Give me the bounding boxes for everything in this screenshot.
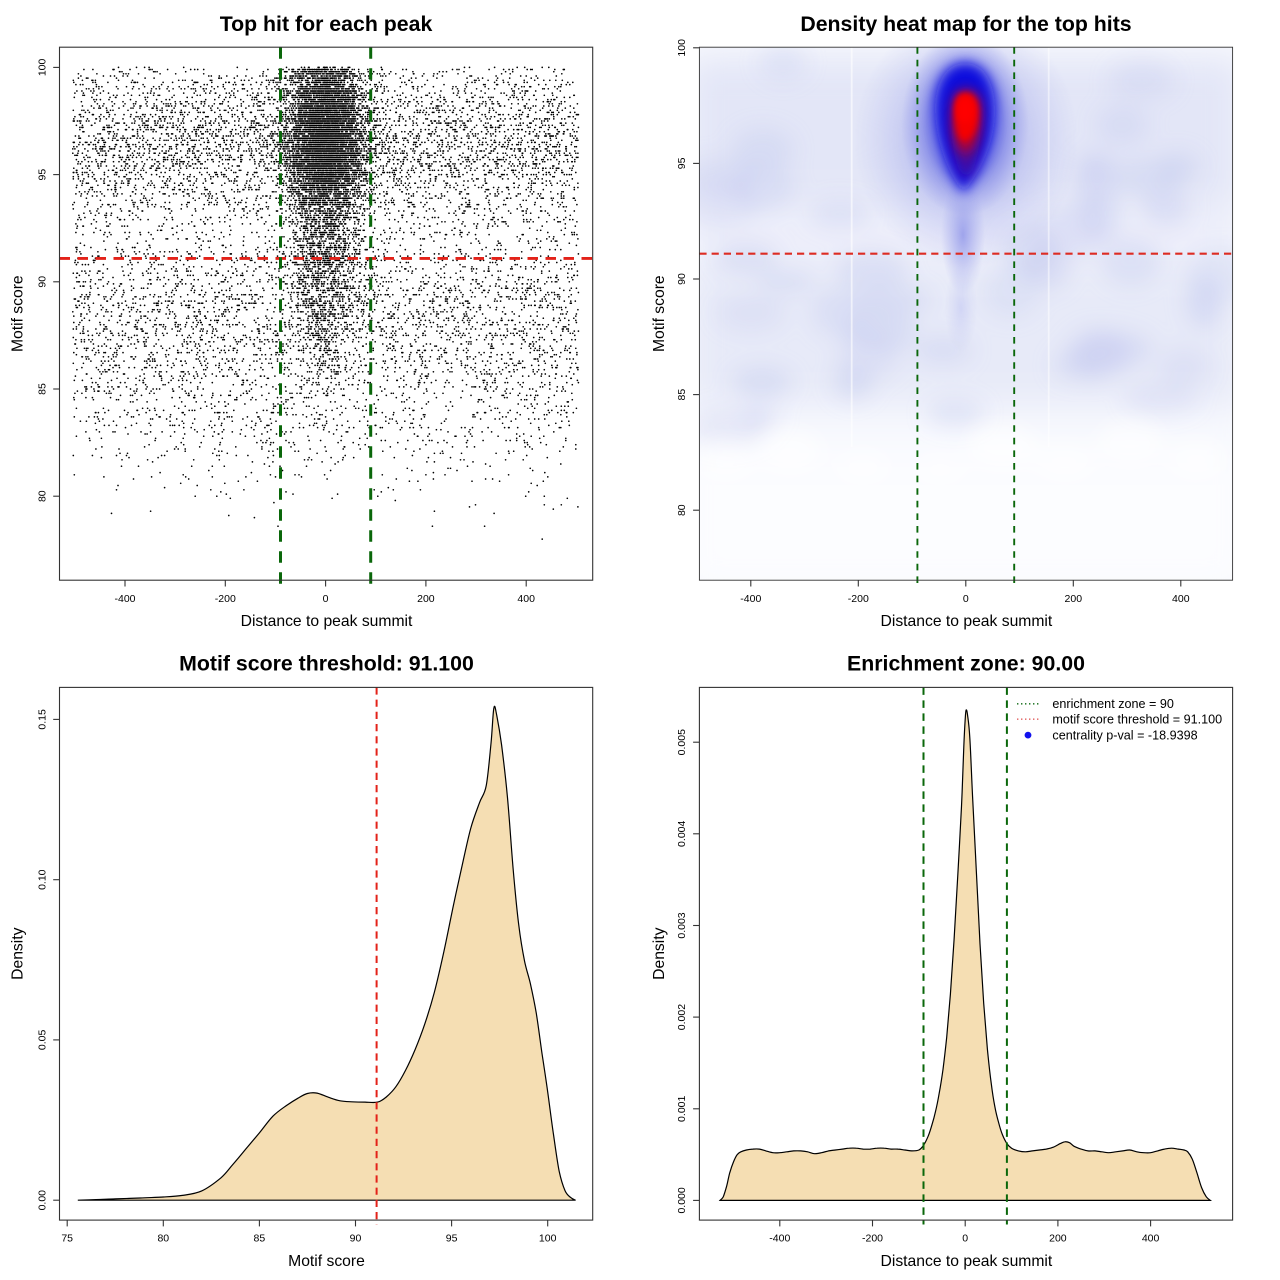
svg-text:0: 0 bbox=[962, 1233, 968, 1245]
svg-text:Enrichment zone: 90.00: Enrichment zone: 90.00 bbox=[847, 651, 1085, 675]
svg-text:Motif score threshold: 91.100: Motif score threshold: 91.100 bbox=[179, 651, 474, 675]
svg-text:-400: -400 bbox=[740, 593, 761, 605]
svg-text:90: 90 bbox=[350, 1233, 362, 1245]
svg-text:Top hit for each peak: Top hit for each peak bbox=[220, 12, 433, 36]
svg-text:85: 85 bbox=[36, 383, 48, 395]
svg-text:400: 400 bbox=[517, 593, 535, 605]
svg-text:0: 0 bbox=[963, 593, 969, 605]
svg-text:0.000: 0.000 bbox=[676, 1187, 688, 1213]
svg-text:0.003: 0.003 bbox=[676, 912, 688, 938]
svg-text:0.00: 0.00 bbox=[36, 1190, 48, 1211]
svg-text:enrichment zone = 90: enrichment zone = 90 bbox=[1052, 697, 1173, 711]
svg-text:Distance to peak summit: Distance to peak summit bbox=[881, 613, 1053, 630]
svg-text:80: 80 bbox=[676, 504, 688, 516]
svg-text:100: 100 bbox=[676, 39, 688, 57]
svg-text:95: 95 bbox=[446, 1233, 458, 1245]
svg-text:-200: -200 bbox=[862, 1233, 883, 1245]
svg-text:200: 200 bbox=[1049, 1233, 1067, 1245]
svg-text:-400: -400 bbox=[114, 593, 135, 605]
svg-text:Motif score: Motif score bbox=[9, 275, 26, 352]
svg-text:85: 85 bbox=[254, 1233, 266, 1245]
svg-text:-200: -200 bbox=[848, 593, 869, 605]
svg-text:-200: -200 bbox=[215, 593, 236, 605]
svg-text:0.05: 0.05 bbox=[36, 1030, 48, 1051]
svg-text:200: 200 bbox=[1065, 593, 1083, 605]
svg-text:200: 200 bbox=[417, 593, 435, 605]
svg-text:85: 85 bbox=[676, 389, 688, 401]
svg-text:90: 90 bbox=[676, 273, 688, 285]
svg-text:motif score threshold = 91.100: motif score threshold = 91.100 bbox=[1052, 713, 1222, 727]
svg-text:100: 100 bbox=[539, 1233, 557, 1245]
svg-text:centrality p-val = -18.9398: centrality p-val = -18.9398 bbox=[1052, 728, 1197, 742]
svg-text:80: 80 bbox=[157, 1233, 169, 1245]
svg-text:95: 95 bbox=[676, 157, 688, 169]
svg-text:95: 95 bbox=[36, 169, 48, 181]
svg-text:75: 75 bbox=[61, 1233, 73, 1245]
svg-text:400: 400 bbox=[1142, 1233, 1160, 1245]
svg-text:0.005: 0.005 bbox=[676, 729, 688, 755]
svg-text:0.001: 0.001 bbox=[676, 1096, 688, 1122]
svg-text:0.004: 0.004 bbox=[676, 821, 688, 847]
svg-text:Distance to peak summit: Distance to peak summit bbox=[241, 613, 413, 630]
svg-text:-400: -400 bbox=[769, 1233, 790, 1245]
svg-text:Motif score: Motif score bbox=[651, 275, 668, 352]
svg-text:Distance to peak summit: Distance to peak summit bbox=[881, 1253, 1053, 1270]
svg-text:Density heat map for the top h: Density heat map for the top hits bbox=[800, 12, 1131, 36]
svg-text:400: 400 bbox=[1172, 593, 1190, 605]
svg-text:80: 80 bbox=[36, 490, 48, 502]
svg-text:0.15: 0.15 bbox=[36, 709, 48, 730]
svg-text:Motif score: Motif score bbox=[288, 1253, 365, 1270]
svg-text:0: 0 bbox=[323, 593, 329, 605]
svg-text:0.002: 0.002 bbox=[676, 1004, 688, 1030]
svg-text:90: 90 bbox=[36, 276, 48, 288]
svg-text:100: 100 bbox=[36, 58, 48, 76]
svg-text:Density: Density bbox=[651, 927, 668, 979]
svg-text:Density: Density bbox=[9, 927, 26, 979]
svg-text:0.10: 0.10 bbox=[36, 869, 48, 890]
